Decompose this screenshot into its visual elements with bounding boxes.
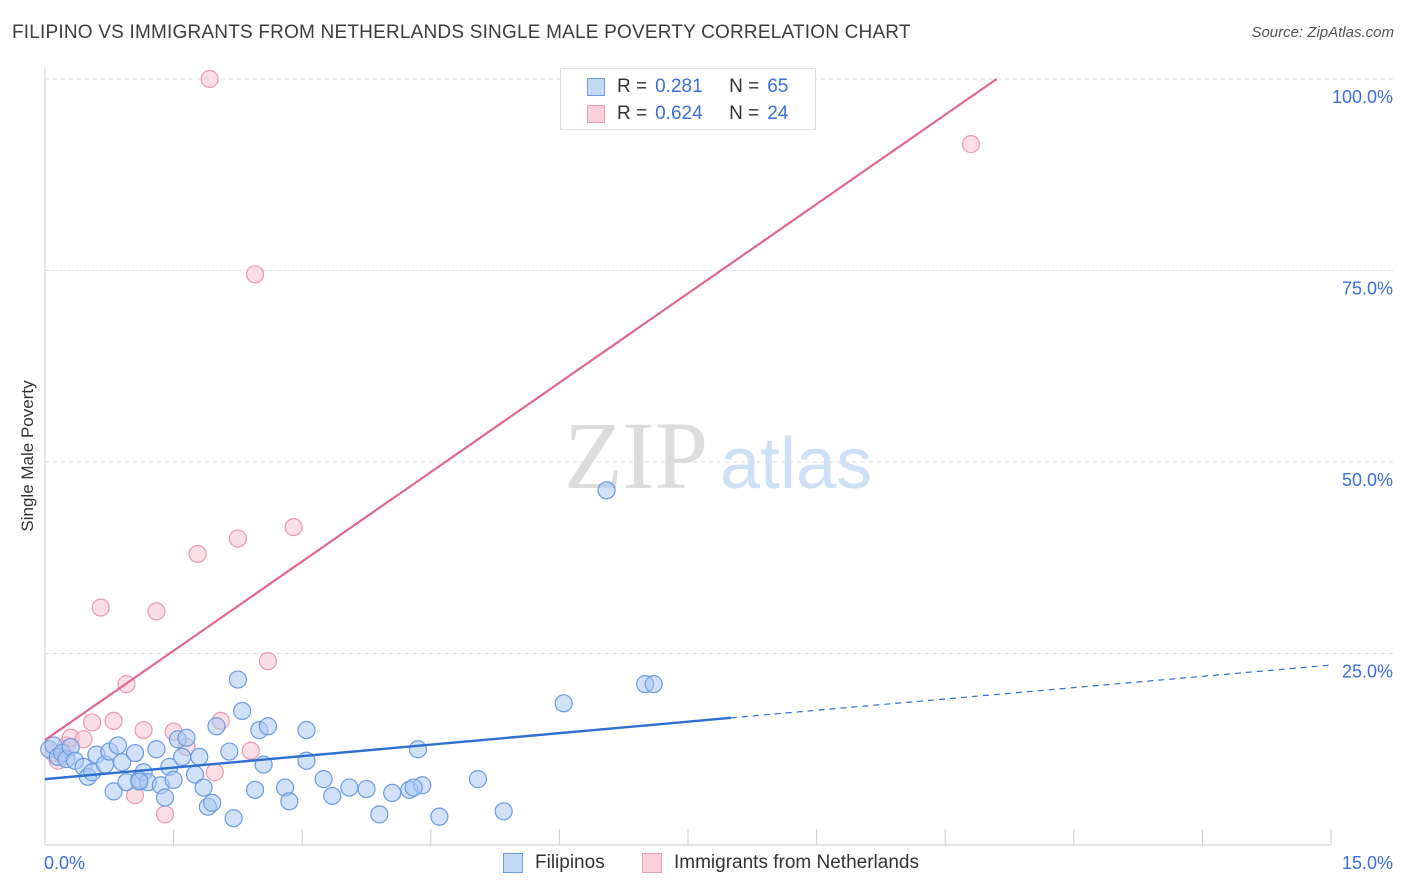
y-tick-label: 100.0% bbox=[1332, 87, 1393, 107]
point-filipinos bbox=[147, 740, 166, 759]
point-filipinos bbox=[207, 717, 226, 736]
point-filipinos bbox=[357, 779, 376, 799]
point-filipinos bbox=[194, 778, 213, 797]
trend-line-netherlands bbox=[44, 78, 998, 741]
legend-n-value: 24 bbox=[767, 103, 789, 124]
point-netherlands bbox=[228, 529, 247, 548]
point-filipinos bbox=[155, 788, 175, 807]
point-filipinos bbox=[228, 670, 247, 689]
point-netherlands bbox=[188, 544, 207, 564]
legend-swatch-blue bbox=[503, 853, 523, 873]
point-netherlands bbox=[205, 763, 224, 782]
point-netherlands bbox=[104, 711, 123, 731]
series-legend: Filipinos Immigrants from Netherlands bbox=[0, 852, 1406, 878]
point-netherlands bbox=[241, 741, 260, 760]
y-tick-label: 75.0% bbox=[1342, 279, 1393, 299]
point-netherlands bbox=[91, 598, 110, 617]
y-axis-label: Single Male Poverty bbox=[18, 380, 37, 532]
point-netherlands bbox=[258, 652, 278, 671]
legend-n-value: 65 bbox=[767, 76, 789, 97]
point-netherlands bbox=[83, 713, 102, 732]
point-filipinos bbox=[644, 675, 663, 694]
point-filipinos bbox=[220, 742, 239, 761]
grid-layer bbox=[45, 78, 1395, 654]
point-filipinos bbox=[280, 792, 299, 811]
legend-row-filipinos: R = 0.281 N = 65 bbox=[587, 74, 788, 100]
point-netherlands bbox=[961, 135, 981, 154]
point-filipinos bbox=[468, 770, 488, 789]
legend-r-value: 0.624 bbox=[655, 103, 703, 124]
legend-r-value: 0.281 bbox=[655, 76, 703, 97]
point-filipinos bbox=[190, 747, 209, 767]
axis-layer bbox=[44, 68, 1332, 846]
legend-row-netherlands: R = 0.624 N = 24 bbox=[587, 101, 788, 127]
point-filipinos bbox=[177, 728, 196, 747]
point-filipinos bbox=[173, 747, 192, 767]
legend-item-netherlands[interactable]: Immigrants from Netherlands bbox=[642, 852, 919, 874]
y-tick-label: 50.0% bbox=[1342, 470, 1393, 490]
point-filipinos bbox=[404, 778, 423, 797]
point-netherlands bbox=[155, 805, 175, 824]
trend-line-filipinos bbox=[44, 716, 731, 781]
point-filipinos bbox=[233, 701, 252, 721]
watermark-atlas: atlas bbox=[720, 424, 872, 504]
tick-labels: 25.0% 50.0% 75.0% 100.0% 0.0% 15.0% bbox=[44, 87, 1393, 873]
correlation-legend: R = 0.281 N = 65 R = 0.624 N = 24 bbox=[560, 68, 816, 130]
point-filipinos bbox=[113, 753, 132, 772]
point-filipinos bbox=[258, 717, 278, 736]
point-filipinos bbox=[314, 770, 333, 789]
point-filipinos bbox=[370, 805, 389, 824]
legend-label: Filipinos bbox=[535, 852, 605, 873]
point-filipinos bbox=[104, 782, 123, 801]
point-filipinos bbox=[323, 786, 342, 806]
source-label: Source: ZipAtlas.com bbox=[1251, 24, 1394, 41]
legend-r-label: R = bbox=[617, 76, 648, 97]
point-filipinos bbox=[203, 793, 222, 812]
watermark-zip: ZIP bbox=[564, 402, 708, 509]
x-tick-label: 0.0% bbox=[44, 853, 85, 873]
legend-swatch-pink bbox=[587, 105, 605, 123]
legend-n-label: N = bbox=[729, 103, 760, 124]
legend-label: Immigrants from Netherlands bbox=[674, 852, 919, 873]
point-filipinos bbox=[108, 736, 127, 755]
point-filipinos bbox=[554, 694, 573, 713]
point-filipinos bbox=[297, 720, 316, 740]
point-netherlands bbox=[147, 602, 166, 621]
point-netherlands bbox=[284, 518, 303, 537]
point-filipinos bbox=[224, 809, 243, 828]
y-tick-label: 25.0% bbox=[1342, 662, 1393, 682]
point-filipinos bbox=[408, 740, 428, 759]
watermark: ZIP atlas bbox=[564, 402, 872, 509]
point-filipinos bbox=[383, 783, 402, 803]
chart-title: FILIPINO VS IMMIGRANTS FROM NETHERLANDS … bbox=[12, 22, 911, 43]
trend-lines bbox=[44, 78, 1332, 781]
x-tick-label: 15.0% bbox=[1342, 853, 1393, 873]
point-filipinos bbox=[245, 780, 265, 799]
point-filipinos bbox=[340, 778, 359, 797]
point-filipinos bbox=[430, 807, 449, 826]
legend-swatch-blue bbox=[587, 78, 605, 96]
point-netherlands bbox=[245, 265, 265, 284]
legend-swatch-pink bbox=[642, 853, 662, 873]
legend-n-label: N = bbox=[729, 76, 760, 97]
point-filipinos bbox=[597, 481, 616, 500]
point-netherlands bbox=[134, 720, 153, 740]
point-filipinos bbox=[494, 802, 513, 821]
point-filipinos bbox=[130, 772, 149, 791]
legend-item-filipinos[interactable]: Filipinos bbox=[503, 852, 605, 874]
legend-r-label: R = bbox=[617, 103, 648, 124]
trend-line-filipinos-extension bbox=[730, 664, 1332, 719]
series-filipinos-points bbox=[40, 481, 663, 828]
point-netherlands bbox=[200, 69, 219, 89]
point-filipinos bbox=[164, 770, 183, 789]
point-filipinos bbox=[125, 743, 145, 763]
